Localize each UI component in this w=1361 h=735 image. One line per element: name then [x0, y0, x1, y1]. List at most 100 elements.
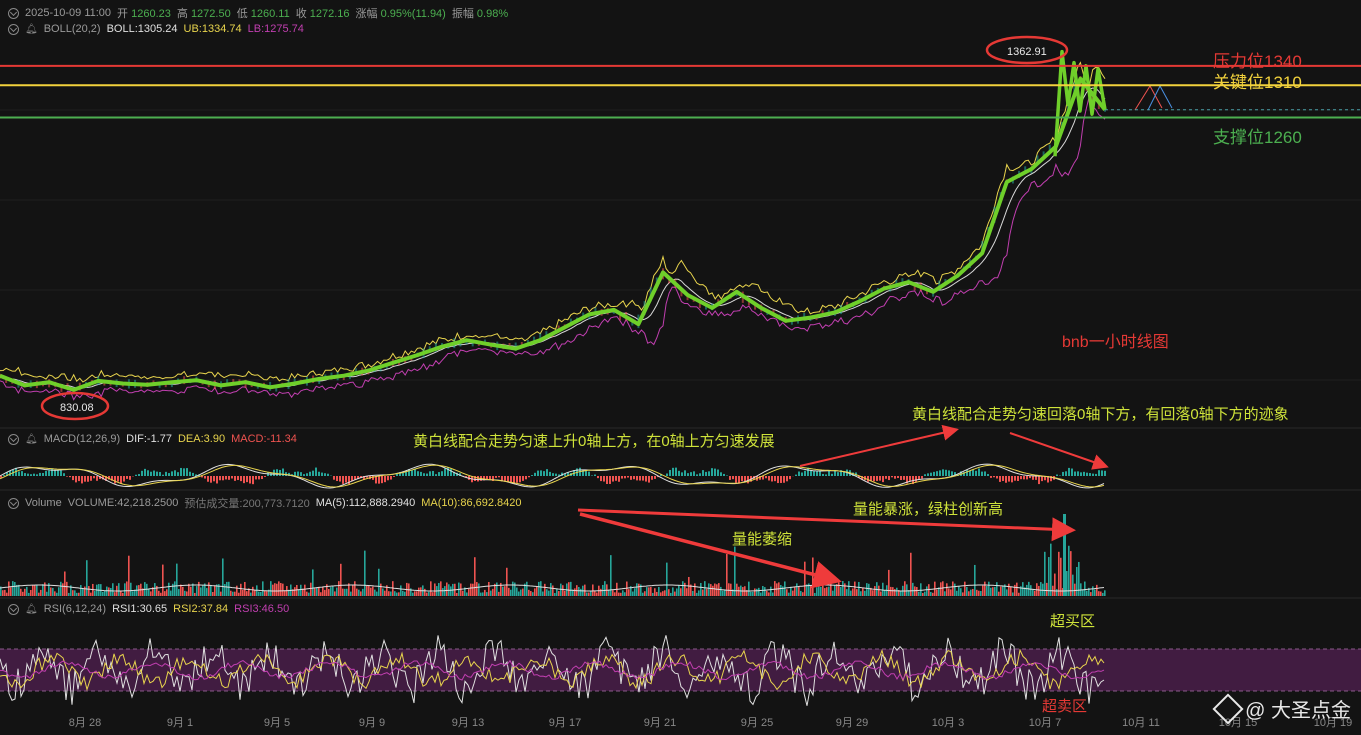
volume-bar: [906, 584, 908, 596]
macd-bar: [81, 476, 83, 484]
macd-bar: [843, 471, 845, 476]
candle: [1024, 166, 1027, 172]
volume-bar: [710, 584, 712, 596]
collapse-icon[interactable]: [8, 497, 19, 509]
bell-icon[interactable]: 🔔︎: [25, 433, 38, 445]
volume-bar: [468, 588, 470, 596]
volume-bar: [854, 581, 856, 596]
volume-bar: [508, 587, 510, 596]
volume-bar: [842, 581, 844, 596]
volume-bar: [972, 588, 974, 596]
macd-bar: [99, 476, 101, 480]
macd-bar: [900, 476, 902, 481]
volume-bar: [960, 588, 962, 596]
collapse-icon[interactable]: [8, 7, 19, 19]
macd-bar: [918, 476, 920, 480]
volume-bar: [1000, 586, 1002, 596]
macd-bar: [1056, 474, 1058, 476]
volume-bar: [838, 582, 840, 596]
volume-bar: [810, 585, 812, 596]
macd-bar: [852, 472, 854, 476]
macd-bar: [537, 470, 539, 476]
volume-bar: [1030, 585, 1032, 596]
volume-bar: [828, 586, 830, 596]
volume-bar: [1040, 582, 1042, 596]
volume-bar: [148, 588, 150, 596]
volume-bar: [224, 584, 226, 596]
macd-bar: [180, 467, 182, 476]
volume-bar: [640, 584, 642, 596]
macd-bar: [417, 471, 419, 476]
volume-bar: [1038, 585, 1040, 596]
volume-bar: [394, 591, 396, 596]
volume-bar: [68, 592, 70, 596]
low-label: 低: [236, 8, 248, 20]
macd-bar: [27, 473, 29, 476]
high-mark-ellipse: [985, 35, 1069, 65]
volume-bar: [512, 581, 514, 596]
support-label: 支撑位1260: [1213, 128, 1302, 147]
volume-bar: [456, 592, 458, 596]
volume-bar: [1046, 582, 1048, 596]
volume-bar: [630, 586, 632, 596]
macd-bar: [222, 476, 224, 481]
volume-bar: [194, 592, 196, 596]
volume-bar: [18, 584, 20, 596]
macd-bar: [906, 476, 908, 484]
volume-bar: [770, 586, 772, 596]
volume-bar: [122, 592, 124, 596]
volume-bar: [320, 592, 322, 596]
macd-bar: [921, 476, 923, 479]
macd-bar: [39, 472, 41, 476]
macd-bar: [651, 476, 653, 480]
volume-bar: [1074, 583, 1076, 596]
macd-bar: [723, 473, 725, 476]
macd-bar: [636, 476, 638, 481]
volume-bar: [674, 591, 676, 596]
macd-bar: [588, 471, 590, 476]
bell-icon[interactable]: 🔔︎: [25, 23, 38, 35]
volume-bar: [398, 592, 400, 596]
volume-bar: [284, 590, 286, 596]
low-mark-label: 830.08: [60, 402, 94, 414]
macd-bar: [345, 476, 347, 483]
volume-bar: [1062, 588, 1064, 596]
volume-bar: [532, 592, 534, 596]
collapse-icon[interactable]: [8, 603, 19, 615]
volume-bar: [184, 590, 186, 596]
volume-bar: [558, 591, 560, 596]
macd-bar: [339, 476, 341, 482]
macd-bar: [552, 473, 554, 476]
volume-bar: [688, 576, 690, 596]
x-axis: 8月 28 9月 1 9月 5 9月 9 9月 13 9月 17 9月 21 9月 25 9月 …: [69, 717, 1352, 729]
macd-bar: [795, 474, 797, 476]
macd-bar: [390, 476, 392, 480]
macd-bar: [930, 472, 932, 476]
macd-bar: [42, 472, 44, 476]
macd-bar: [96, 476, 98, 481]
macd-bar: [147, 470, 149, 476]
volume-bar: [240, 583, 242, 596]
volume-bar: [562, 585, 564, 596]
macd-bar: [744, 476, 746, 482]
collapse-icon[interactable]: [8, 433, 19, 445]
collapse-icon[interactable]: [8, 23, 19, 35]
bell-icon[interactable]: 🔔︎: [25, 603, 38, 615]
macd-bar: [492, 476, 494, 482]
volume-bar: [298, 589, 300, 596]
price-panel: [0, 49, 1361, 401]
volume-bar: [762, 585, 764, 596]
macd-bar: [66, 476, 68, 477]
macd-bar: [168, 473, 170, 476]
volume-bar: [592, 584, 594, 596]
macd-bar: [762, 476, 764, 480]
volume-bar: [924, 591, 926, 596]
volume-bar: [472, 583, 474, 596]
macd-bar: [6, 472, 8, 476]
volume-bar: [786, 589, 788, 596]
macd-bar: [300, 472, 302, 476]
change-value: 0.95%(11.94): [380, 8, 446, 20]
macd-bar: [669, 469, 671, 476]
volume-bar: [34, 585, 36, 596]
